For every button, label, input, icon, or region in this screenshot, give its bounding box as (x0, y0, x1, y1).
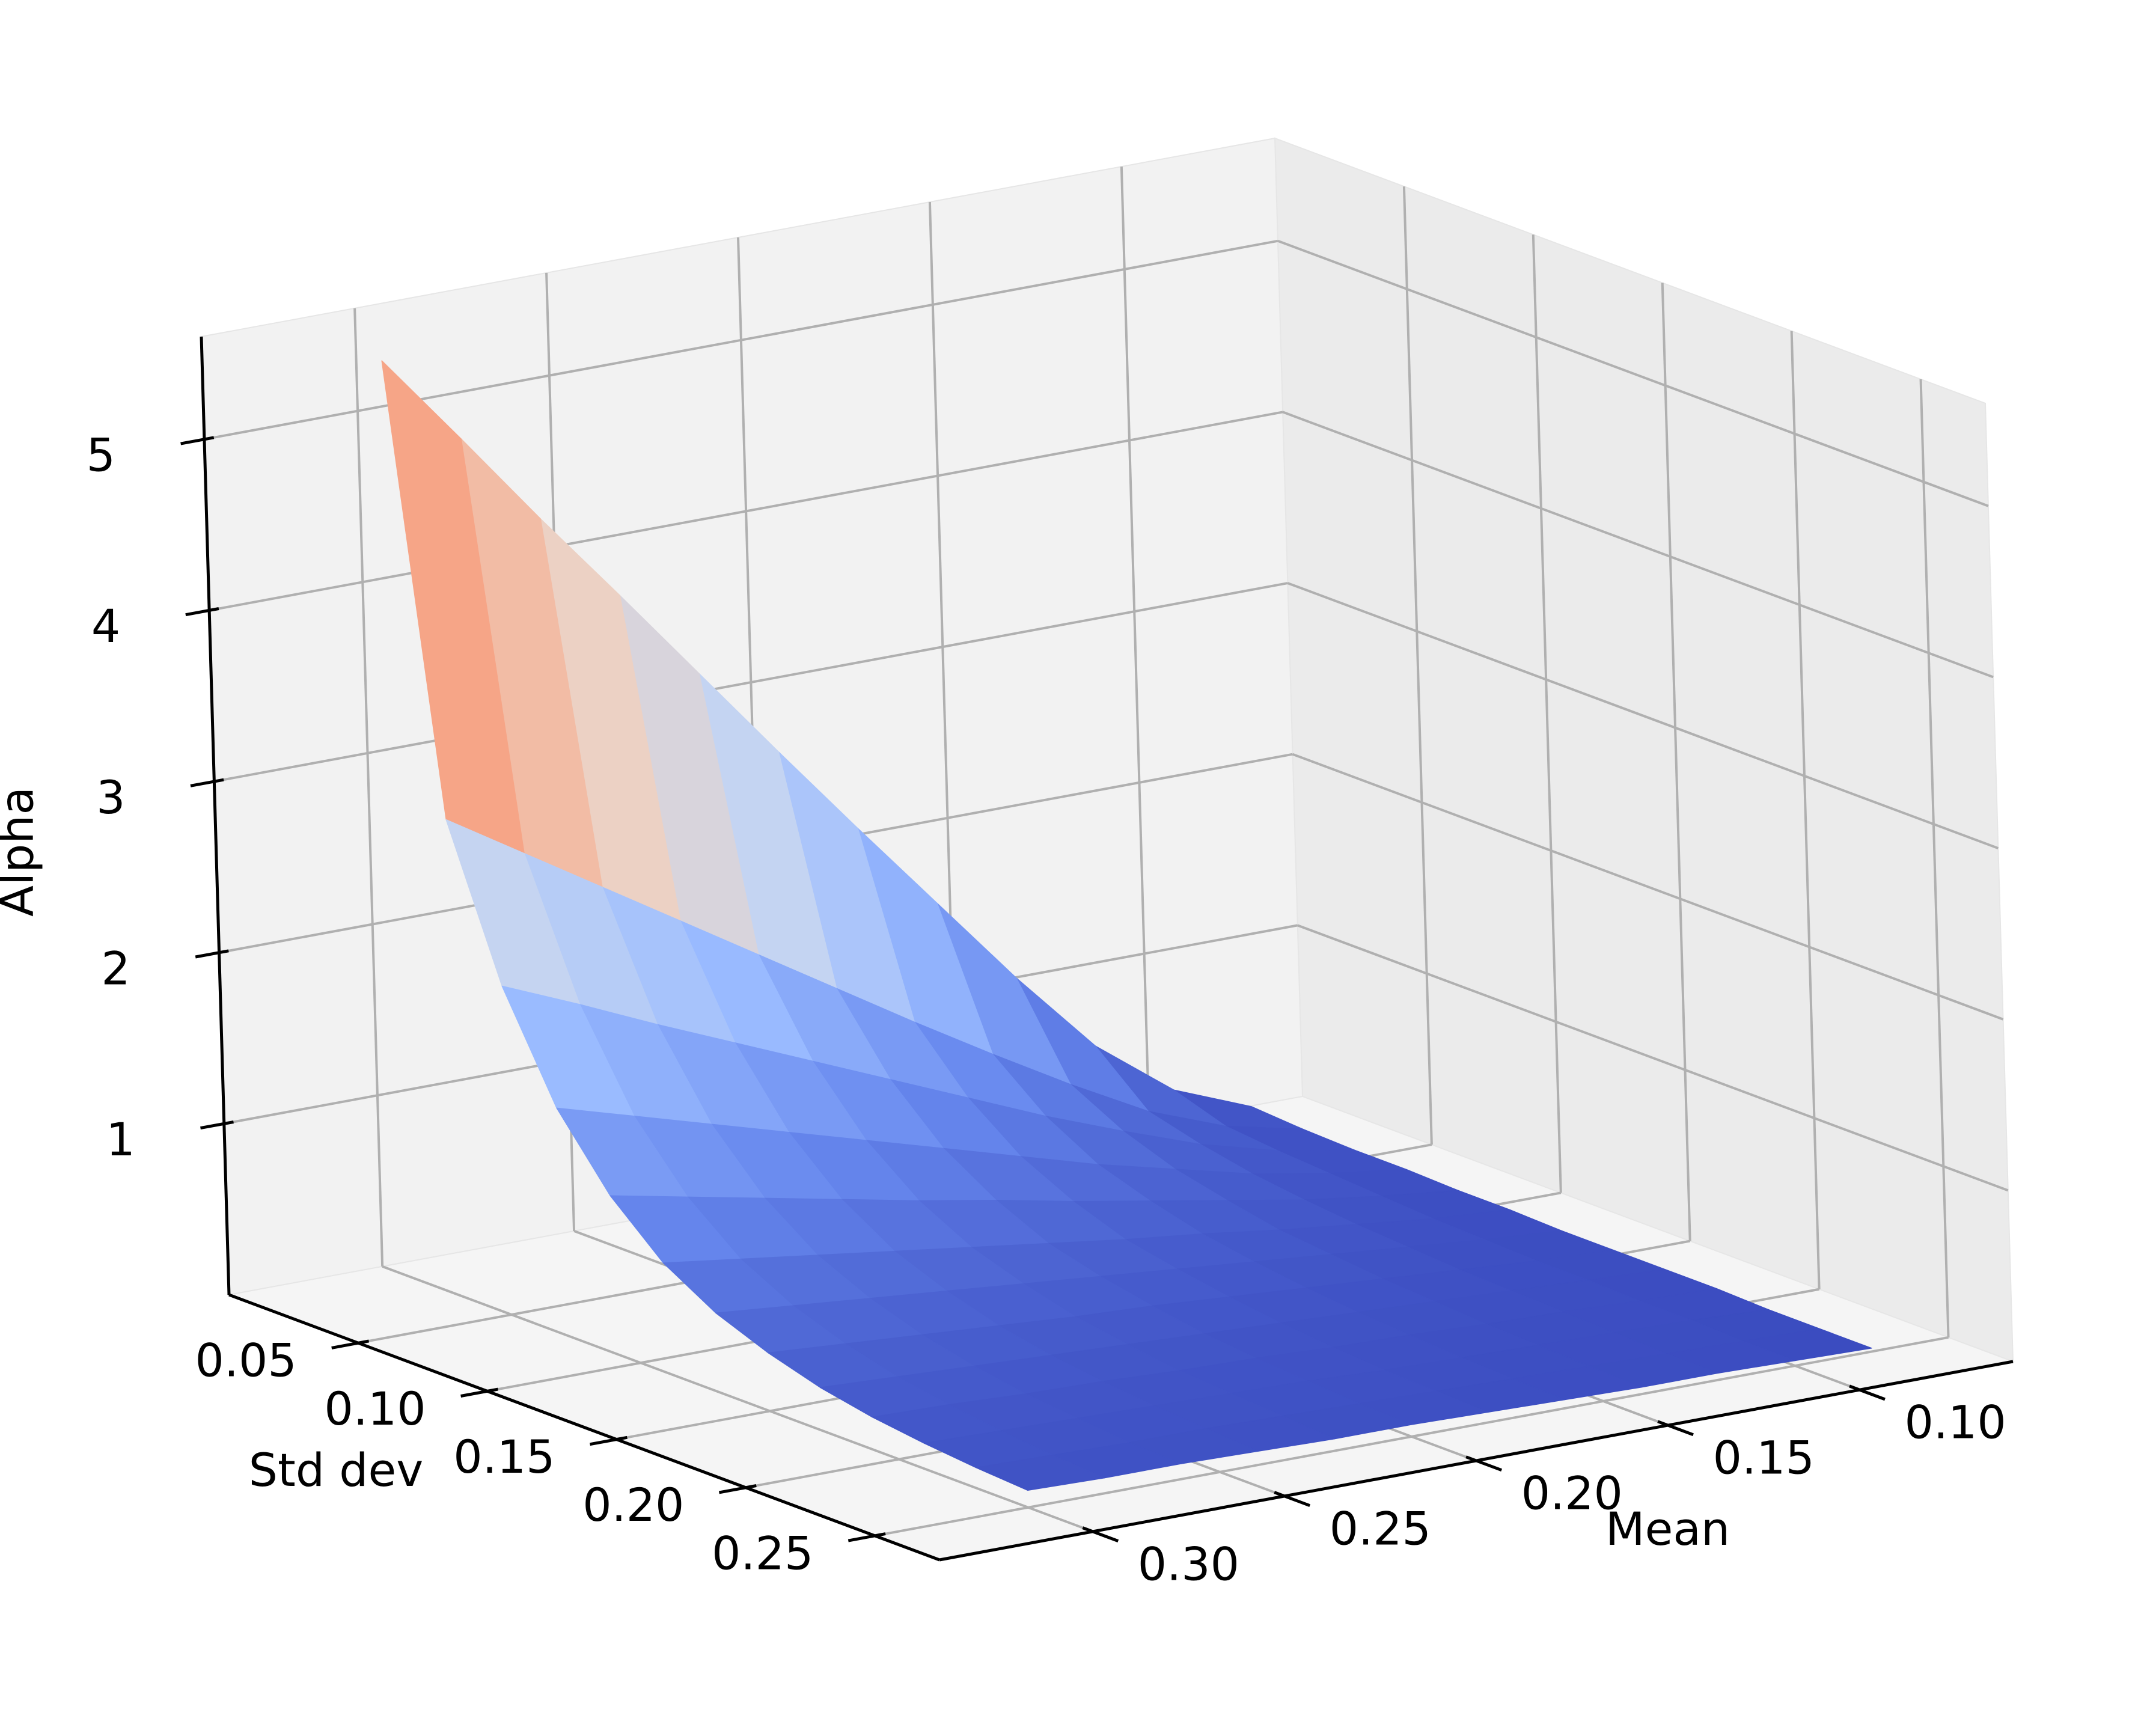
grid-line-z-std-wall (1297, 924, 2009, 1192)
grid-line-y-wall (1790, 331, 1821, 1289)
surface-patch (975, 1455, 1105, 1491)
grid-line-z-std-wall (1292, 753, 2004, 1021)
z-tick-mark (195, 949, 229, 959)
x-tick-mark (1274, 1491, 1311, 1508)
grid-line-y-wall (1532, 234, 1562, 1193)
z-tick-mark (180, 436, 215, 445)
y-tick-label: 0.10 (324, 1382, 426, 1435)
y-axis-line (228, 1293, 940, 1562)
x-tick-label: 0.25 (1330, 1502, 1431, 1555)
x-tick-label: 0.30 (1138, 1537, 1239, 1591)
z-axis-line (200, 336, 231, 1295)
y-tick-label: 0.25 (712, 1526, 813, 1580)
surface-mesh (381, 360, 1872, 1491)
z-tick-mark (200, 1120, 234, 1130)
z-tick-mark (185, 607, 219, 617)
z-tick-label: 1 (106, 1113, 135, 1166)
x-tick-mark (1465, 1455, 1503, 1472)
x-tick-mark (1657, 1420, 1694, 1437)
grid-line-y-wall (1919, 379, 1950, 1337)
grid-line-z-std-wall (1282, 411, 1994, 679)
tick-labels: 0.10 0.15 0.20 0.25 0.30 0.05 0.10 0.15 0.20 0.25… (87, 429, 2006, 1591)
y-tick-label: 0.20 (582, 1478, 684, 1532)
z-tick-label: 3 (96, 771, 125, 824)
y-tick-mark (460, 1387, 498, 1398)
grid-line-z-std-wall (1277, 239, 1989, 507)
y-tick-mark (590, 1435, 628, 1446)
y-axis-title: Std dev (249, 1443, 423, 1497)
x-tick-label: 0.20 (1521, 1466, 1623, 1520)
grid-line-y-wall (1402, 186, 1433, 1145)
y-tick-mark (848, 1532, 886, 1542)
z-axis-title: Alpha (0, 787, 44, 917)
grid-line-x-wall (1120, 167, 1150, 1125)
tick-marks (180, 436, 1886, 1542)
grid-line-z-std-wall (1287, 582, 1999, 849)
x-tick-label: 0.15 (1713, 1431, 1815, 1484)
grid-line-x-floor (382, 1265, 1093, 1533)
y-tick-mark (718, 1484, 757, 1494)
z-tick-label: 5 (87, 429, 115, 482)
y-tick-label: 0.15 (453, 1430, 555, 1484)
z-tick-label: 2 (101, 941, 130, 995)
grid-line-z-mean-wall (209, 411, 1283, 612)
grid-line-z-mean-wall (213, 582, 1288, 783)
grid-line-x-wall (353, 308, 384, 1267)
x-tick-mark (1849, 1384, 1886, 1401)
x-tick-mark (1082, 1526, 1119, 1542)
z-tick-mark (190, 778, 224, 787)
grid-line-y-wall (1661, 283, 1691, 1241)
grid-line-y-floor (875, 1336, 1949, 1537)
x-tick-label: 0.10 (1904, 1396, 2006, 1449)
grid-line-z-mean-wall (204, 239, 1278, 441)
z-tick-label: 4 (91, 599, 120, 653)
y-tick-label: 0.05 (195, 1334, 296, 1387)
y-tick-mark (331, 1339, 370, 1349)
x-axis-title: Mean (1605, 1502, 1730, 1556)
